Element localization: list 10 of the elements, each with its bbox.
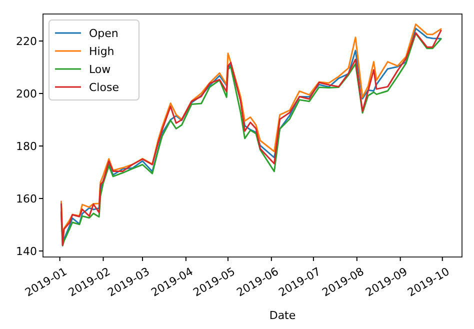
legend-label: Open (89, 26, 118, 40)
legend-label: High (89, 44, 114, 58)
legend-label: Low (89, 62, 111, 76)
y-tick-label: 200 (16, 87, 37, 100)
x-axis-title: Date (269, 309, 296, 322)
y-tick-label: 160 (16, 192, 37, 206)
legend-label: Close (89, 80, 120, 94)
y-tick-label: 220 (16, 34, 37, 48)
y-tick-label: 180 (16, 140, 37, 153)
y-tick-label: 140 (16, 244, 37, 258)
